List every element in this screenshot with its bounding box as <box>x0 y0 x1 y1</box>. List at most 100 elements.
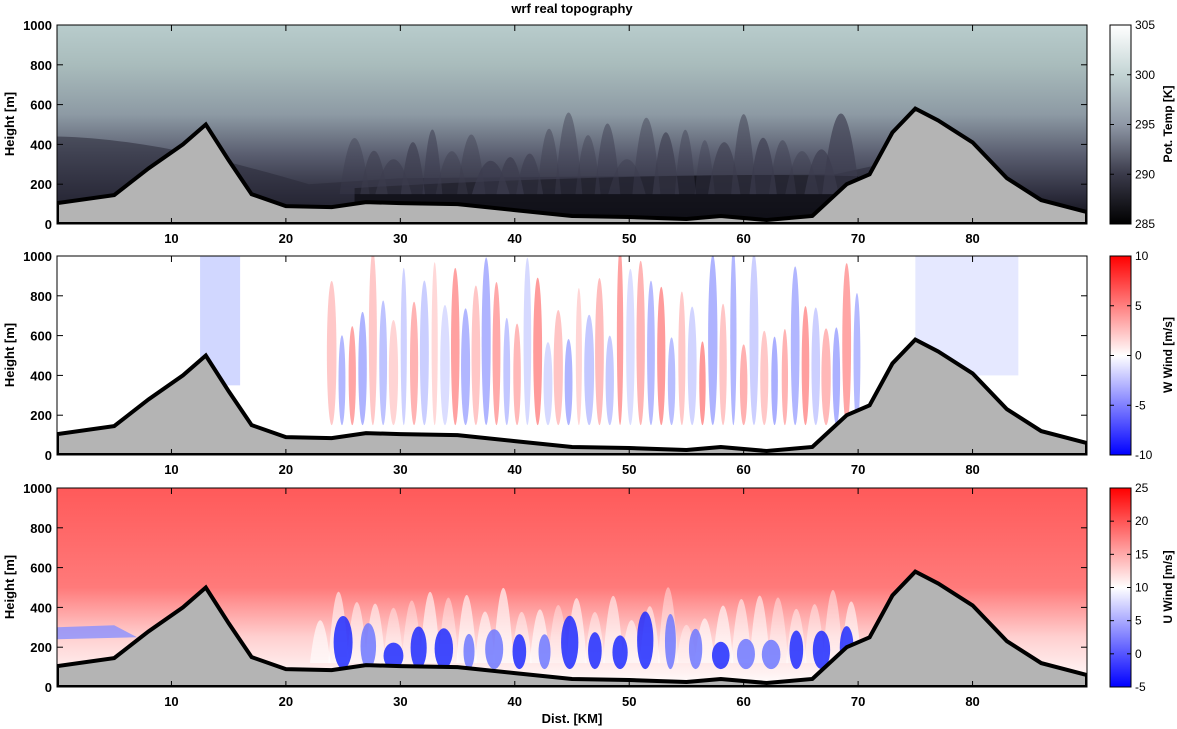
w-band <box>431 262 438 426</box>
w-band <box>368 256 377 426</box>
terrain-fill <box>57 569 1087 687</box>
wave-plume <box>731 114 757 195</box>
w-band <box>678 291 686 426</box>
y-tick-label: 600 <box>30 98 52 113</box>
wave-plume <box>694 140 715 195</box>
w-band <box>523 257 532 426</box>
w-band <box>790 266 800 426</box>
w-band <box>481 257 491 426</box>
colorbar-tick-label: 305 <box>1135 18 1155 32</box>
x-tick-label: 80 <box>965 694 979 709</box>
x-tick-label: 80 <box>965 462 979 477</box>
wave-plume <box>537 128 562 195</box>
x-tick-label: 40 <box>508 462 522 477</box>
reverse-flow <box>512 634 527 670</box>
figure-title: wrf real topography <box>510 1 633 16</box>
wave-plume <box>575 135 601 195</box>
w-band <box>749 256 759 426</box>
y-tick-label: 800 <box>30 521 52 536</box>
reverse-flow <box>789 630 804 670</box>
x-tick-label: 20 <box>279 462 293 477</box>
colorbar-tick-label: 295 <box>1135 118 1155 132</box>
x-tick-label: 30 <box>393 694 407 709</box>
w-band <box>348 326 356 426</box>
wave-plume <box>496 157 524 195</box>
wave-plume <box>554 112 583 195</box>
w-band <box>543 342 553 426</box>
w-band <box>605 335 614 426</box>
wave-plume <box>822 113 860 195</box>
x-tick-label: 50 <box>622 231 636 246</box>
colorbar-tick-label: 10 <box>1135 249 1149 263</box>
w-band <box>781 329 789 426</box>
x-tick-label: 50 <box>622 462 636 477</box>
w-band <box>760 330 769 426</box>
terrain-fill <box>57 106 1087 224</box>
y-tick-label: 1000 <box>23 481 52 496</box>
colorbar-ticks: -5 0 5 10 15 20 25 <box>1110 481 1149 694</box>
w-wind-plumes <box>200 256 1019 426</box>
reverse-flow <box>812 630 831 670</box>
w-band <box>503 317 511 426</box>
reverse-flow <box>711 641 730 670</box>
x-tick-label: 70 <box>851 462 865 477</box>
y-tick-label: 1000 <box>23 249 52 264</box>
w-band <box>575 288 582 426</box>
y-axis-ticks: 0 200 400 600 800 1000 <box>23 481 1087 695</box>
colorbar-tick-label: 0 <box>1135 647 1142 661</box>
w-band <box>513 323 521 426</box>
weak-wind-streak <box>309 620 331 664</box>
w-band <box>409 301 419 426</box>
colorbar-tick-label: -5 <box>1135 398 1146 412</box>
w-band <box>699 341 706 426</box>
w-band <box>801 306 810 426</box>
w-band <box>687 306 697 426</box>
y-axis-ticks: 0 200 400 600 800 1000 <box>23 249 1087 463</box>
x-axis-ticks: 10 20 30 40 50 60 70 80 <box>164 488 980 709</box>
reverse-flow <box>463 633 475 670</box>
x-tick-label: 20 <box>279 694 293 709</box>
y-tick-label: 400 <box>30 137 52 152</box>
colorbar-tick-label: 5 <box>1135 299 1142 313</box>
w-band <box>667 337 676 426</box>
colorbar-tick-label: 25 <box>1135 481 1149 495</box>
reverse-flow <box>588 632 602 670</box>
wave-plume <box>768 140 797 195</box>
x-tick-label: 10 <box>164 231 178 246</box>
x-tick-label: 40 <box>508 231 522 246</box>
w-band <box>771 336 778 426</box>
wave-plume <box>339 138 370 195</box>
w-band <box>379 300 388 426</box>
reverse-flow <box>333 615 353 670</box>
w-band <box>730 256 737 426</box>
w-band <box>326 280 337 426</box>
y-axis-label: Height [m] <box>2 555 17 619</box>
w-band <box>832 327 841 426</box>
y-axis-ticks: 0 200 400 600 800 1000 <box>23 18 1087 232</box>
x-tick-label: 70 <box>851 231 865 246</box>
wave-plume <box>435 151 468 195</box>
w-band <box>842 263 852 426</box>
colorbar-tick-label: 10 <box>1135 581 1149 595</box>
colorbar-tick-label: -10 <box>1135 448 1153 462</box>
colorbar-tick-label: 290 <box>1135 167 1155 181</box>
w-band <box>626 268 635 426</box>
y-tick-label: 0 <box>45 680 52 695</box>
x-tick-label: 60 <box>736 694 750 709</box>
y-tick-label: 600 <box>30 329 52 344</box>
w-band <box>708 256 718 426</box>
w-band <box>358 311 367 426</box>
axes-frame <box>56 255 1088 456</box>
wave-plume <box>749 137 777 195</box>
u-wind-plumes <box>57 587 862 670</box>
wave-plume <box>632 117 661 195</box>
y-tick-label: 0 <box>45 448 52 463</box>
colorbar-ticks: -10 -5 0 5 10 <box>1110 249 1153 462</box>
w-band <box>616 256 624 426</box>
w-band <box>719 303 727 426</box>
wave-plume <box>594 123 621 195</box>
axes-frame <box>56 487 1088 688</box>
wave-plume <box>516 153 544 195</box>
w-band <box>450 267 460 426</box>
